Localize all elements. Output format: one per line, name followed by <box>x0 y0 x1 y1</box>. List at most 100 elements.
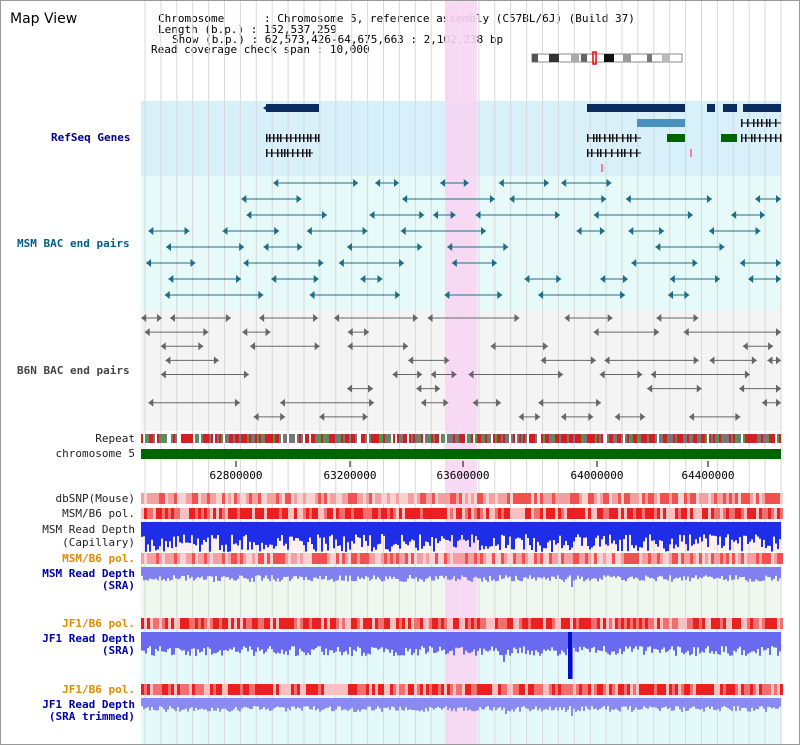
b6n-bac-pair-end <box>689 412 695 421</box>
repeat-cell <box>349 434 351 443</box>
msm-depth-cap-bar <box>507 522 509 545</box>
msm-depth-sra-bar <box>583 567 585 582</box>
jf1-depth-sra-bar <box>609 632 611 656</box>
msm-depth-sra-bar <box>437 567 439 580</box>
jf1-b6-pol-cell <box>471 618 474 629</box>
jf1-depth-trim-bar <box>679 698 681 710</box>
jf1-b6-pol-cell <box>723 618 726 629</box>
dbsnp-cell <box>657 493 660 504</box>
jf1-b6-pol2-cell <box>570 684 573 695</box>
msm-b6-pol-cell <box>252 508 255 519</box>
msm-b6-pol-cell <box>153 508 156 519</box>
dbsnp-cell <box>228 493 231 504</box>
jf1-b6-pol-cell <box>690 618 693 629</box>
msm-depth-cap-bar <box>211 522 213 536</box>
jf1-depth-trim-bar <box>281 698 283 708</box>
jf1-depth-trim-bar <box>165 698 167 712</box>
msm-depth-sra-bar <box>153 567 155 580</box>
msm-depth-cap-bar <box>351 522 353 542</box>
jf1-depth-sra-bar <box>217 632 219 653</box>
b6n-bac-pair-end <box>561 412 567 421</box>
msm-depth-sra-bar <box>143 567 145 581</box>
jf1-depth-sra-bar <box>265 632 267 652</box>
msm-depth-sra-bar <box>237 567 239 579</box>
msm-depth-cap-bar <box>515 522 517 539</box>
repeat-cell <box>625 434 627 443</box>
msm-depth-sra-bar <box>151 567 153 580</box>
track-label-b6n-bac[interactable]: B6N BAC end pairs <box>17 364 130 377</box>
track-label-jf1-depth-sra-sub: (SRA) <box>101 644 135 657</box>
jf1-b6-pol-cell <box>774 618 777 629</box>
jf1-b6-pol2-cell <box>567 684 570 695</box>
msm-b6-pol2-cell <box>180 553 183 564</box>
dbsnp-cell <box>198 493 201 504</box>
msm-depth-sra-bar <box>669 567 671 576</box>
jf1-depth-sra-bar <box>613 632 615 652</box>
repeat-cell <box>227 434 229 443</box>
jf1-b6-pol2-cell <box>705 684 708 695</box>
repeat-cell <box>493 434 495 443</box>
msm-depth-sra-bar <box>667 567 669 581</box>
msm-depth-cap-bar <box>335 522 337 540</box>
jf1-depth-trim-bar <box>259 698 261 710</box>
dbsnp-cell <box>315 493 318 504</box>
jf1-depth-sra-bar <box>681 632 683 653</box>
jf1-depth-trim-bar <box>303 698 305 707</box>
jf1-b6-pol2-cell <box>747 684 750 695</box>
msm-bac-pair-end <box>166 243 172 251</box>
jf1-b6-pol2-cell <box>651 684 654 695</box>
msm-depth-sra-bar <box>191 567 193 577</box>
jf1-depth-trim-bar <box>629 698 631 707</box>
msm-b6-pol-cell <box>645 508 648 519</box>
msm-b6-pol2-cell <box>552 553 555 564</box>
jf1-b6-pol2-cell <box>489 684 492 695</box>
gene-exon <box>287 149 289 157</box>
dbsnp-cell <box>705 493 708 504</box>
jf1-b6-pol-cell <box>171 618 174 629</box>
jf1-b6-pol-cell <box>249 618 252 629</box>
jf1-depth-sra-bar <box>637 632 639 650</box>
jf1-depth-trim-bar <box>341 698 343 711</box>
dbsnp-cell <box>558 493 561 504</box>
jf1-depth-trim-bar <box>547 698 549 710</box>
msm-b6-pol-cell <box>741 508 744 519</box>
msm-b6-pol2-cell <box>708 553 711 564</box>
jf1-b6-pol-cell <box>372 618 375 629</box>
msm-b6-pol-cell <box>336 508 339 519</box>
gene-exon <box>587 149 589 157</box>
jf1-depth-sra-bar <box>507 632 509 650</box>
gene-exon <box>630 149 632 157</box>
b6n-bac-pair-end <box>347 328 353 337</box>
msm-depth-sra-bar <box>355 567 357 582</box>
msm-b6-pol2-cell <box>654 553 657 564</box>
jf1-depth-trim-bar <box>589 698 591 711</box>
msm-depth-sra-bar <box>341 567 343 581</box>
jf1-depth-trim-bar <box>357 698 359 710</box>
msm-depth-cap-bar <box>533 522 535 539</box>
msm-bac-pair-end <box>692 259 698 267</box>
b6n-bac-pair-end <box>776 356 781 365</box>
repeat-cell <box>671 434 673 443</box>
track-label-refseq[interactable]: RefSeq Genes <box>51 131 131 144</box>
track-label-repeat: Repeat <box>95 432 135 445</box>
jf1-depth-trim-bar <box>455 698 457 712</box>
dbsnp-cell <box>567 493 570 504</box>
b6n-bac-pair-end <box>776 398 781 407</box>
repeat-cell <box>247 434 249 443</box>
msm-depth-cap-bar <box>179 522 181 543</box>
msm-bac-pair-end <box>719 243 725 251</box>
jf1-depth-trim-bar <box>489 698 491 710</box>
dbsnp-cell <box>573 493 576 504</box>
jf1-b6-pol-cell <box>633 618 636 629</box>
dbsnp-cell <box>627 493 630 504</box>
msm-b6-pol2-cell <box>486 553 489 564</box>
msm-b6-pol2-cell <box>675 553 678 564</box>
jf1-depth-sra-bar <box>593 632 595 647</box>
msm-b6-pol2-cell <box>510 553 513 564</box>
repeat-cell <box>149 434 151 443</box>
jf1-b6-pol2-cell <box>426 684 429 695</box>
gene-exon <box>266 149 268 157</box>
track-label-msm-bac[interactable]: MSM BAC end pairs <box>17 237 130 250</box>
msm-b6-pol-cell <box>234 508 237 519</box>
